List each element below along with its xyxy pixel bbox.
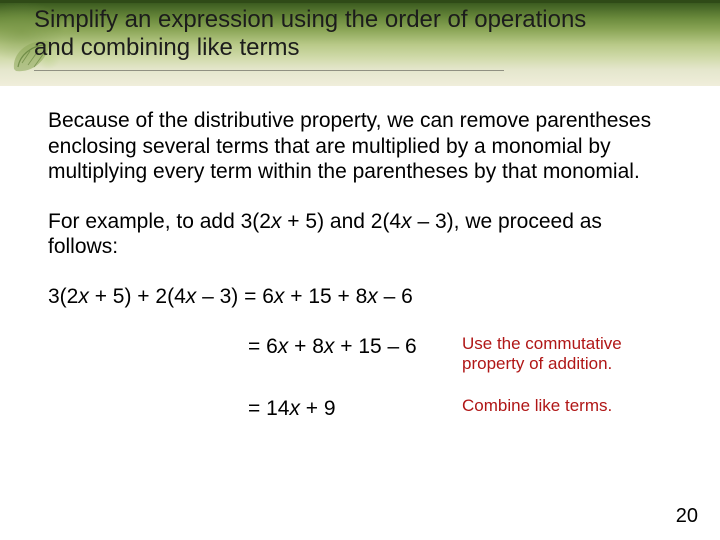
w1-x2: x <box>186 285 197 308</box>
page-number: 20 <box>676 505 698 528</box>
p2-x1: x <box>271 210 282 233</box>
body-content: Because of the distributive property, we… <box>48 108 676 443</box>
s2-x2: x <box>324 335 335 358</box>
work-row-2: = 6x + 8x + 15 – 6 Use the commutative p… <box>48 334 676 374</box>
page-title: Simplify an expression using the order o… <box>34 6 674 63</box>
work-note-3: Combine like terms. <box>456 396 676 416</box>
w1-x1: x <box>78 285 89 308</box>
s2-c: + 15 – 6 <box>334 335 416 358</box>
w1-x3: x <box>274 285 285 308</box>
w1-a: 3(2 <box>48 285 78 308</box>
w1-c: – 3) = 6 <box>196 285 274 308</box>
w1-x4: x <box>367 285 378 308</box>
w1-d: + 15 + 8 <box>284 285 367 308</box>
p2-mid: + 5) and 2(4 <box>281 210 401 233</box>
s3-x1: x <box>289 397 300 420</box>
work-note-2: Use the commutative property of addition… <box>456 334 676 374</box>
s3-a: = 14 <box>248 397 289 420</box>
work-line-1: 3(2x + 5) + 2(4x – 3) = 6x + 15 + 8x – 6 <box>48 284 676 310</box>
s2-a: = 6 <box>248 335 278 358</box>
paragraph-1: Because of the distributive property, we… <box>48 108 676 185</box>
w1-b: + 5) + 2(4 <box>89 285 186 308</box>
title-line2: and combining like terms <box>34 34 299 61</box>
work-step-3: = 14x + 9 <box>248 396 456 422</box>
w1-e: – 6 <box>378 285 413 308</box>
title-line1: Simplify an expression using the order o… <box>34 6 586 33</box>
p2-x2: x <box>401 210 412 233</box>
work-row-3: = 14x + 9 Combine like terms. <box>48 396 676 422</box>
s2-b: + 8 <box>288 335 324 358</box>
worked-example: 3(2x + 5) + 2(4x – 3) = 6x + 15 + 8x – 6… <box>48 284 676 421</box>
s2-x1: x <box>278 335 289 358</box>
p2-pre: For example, to add 3(2 <box>48 210 271 233</box>
work-step-2: = 6x + 8x + 15 – 6 <box>248 334 456 360</box>
slide: Simplify an expression using the order o… <box>0 0 720 540</box>
s3-b: + 9 <box>300 397 336 420</box>
title-underline <box>34 70 504 71</box>
paragraph-2: For example, to add 3(2x + 5) and 2(4x –… <box>48 209 676 260</box>
